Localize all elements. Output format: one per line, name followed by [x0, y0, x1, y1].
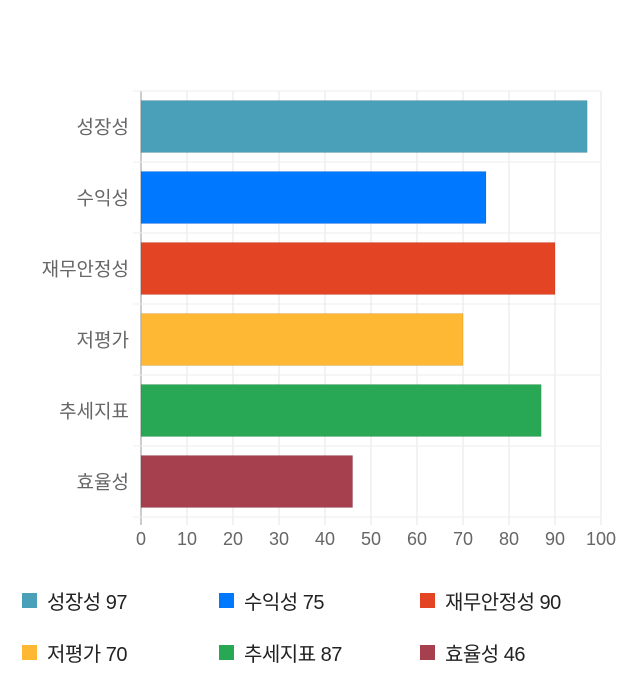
- y-category-label: 추세지표: [59, 401, 129, 423]
- y-category-label: 성장성: [77, 117, 129, 139]
- legend-item[interactable]: 수익성 75: [219, 586, 325, 615]
- bar-chart: 0 10 20 30 40 50 60 70 80 90 100 성장성수익성재무안정성저평가추세지표…: [42, 90, 616, 549]
- legend-label: 저평가 70: [47, 644, 128, 666]
- x-tick-label: 10: [177, 529, 197, 549]
- bar-1: [140, 100, 588, 153]
- legend-swatch: [420, 593, 435, 608]
- x-tick-label: 0: [136, 529, 146, 549]
- y-category-label: 재무안정성: [42, 259, 129, 281]
- bar-3: [140, 242, 556, 295]
- legend-item[interactable]: 성장성 97: [22, 586, 128, 615]
- legend-item[interactable]: 효율성 46: [420, 638, 526, 667]
- y-category-label: 효율성: [77, 472, 129, 494]
- legend-swatch: [22, 593, 37, 608]
- legend-label: 수익성 75: [244, 592, 325, 614]
- x-tick-label: 40: [315, 529, 335, 549]
- x-tick-label: 90: [545, 529, 565, 549]
- legend-swatch: [22, 645, 37, 660]
- legend-label: 성장성 97: [47, 592, 128, 614]
- x-tick-label: 50: [361, 529, 381, 549]
- legend-swatch: [420, 645, 435, 660]
- x-tick-label: 70: [453, 529, 473, 549]
- x-tick-label: 30: [269, 529, 289, 549]
- bar-6: [140, 455, 354, 508]
- y-category-label: 수익성: [77, 188, 129, 210]
- legend-item[interactable]: 추세지표 87: [219, 638, 342, 667]
- legend-item[interactable]: 재무안정성 90: [420, 586, 561, 615]
- bar-2: [140, 171, 487, 224]
- legend-item[interactable]: 저평가 70: [22, 638, 128, 667]
- bar-5: [140, 384, 542, 437]
- x-tick-label: 80: [499, 529, 519, 549]
- y-category-label: 저평가: [77, 330, 129, 352]
- bar-4: [140, 313, 464, 366]
- x-tick-label: 60: [407, 529, 427, 549]
- legend-swatch: [219, 593, 234, 608]
- legend-label: 효율성 46: [445, 644, 526, 666]
- legend-swatch: [219, 645, 234, 660]
- x-tick-label: 20: [223, 529, 243, 549]
- legend-label: 재무안정성 90: [445, 592, 561, 614]
- x-tick-label: 100: [586, 529, 616, 549]
- legend-label: 추세지표 87: [244, 644, 342, 666]
